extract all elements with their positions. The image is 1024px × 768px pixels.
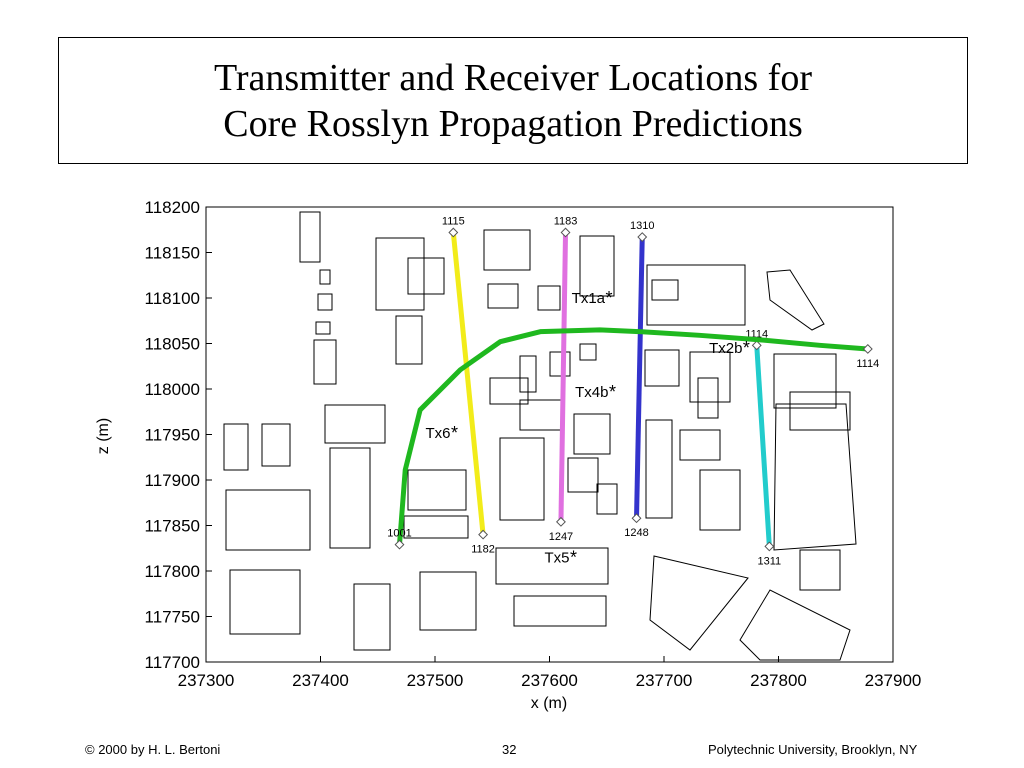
chart: x (m) z (m) 237300 237400 237500 237600 2377… xyxy=(95,198,922,712)
route-endpoint xyxy=(560,227,571,238)
y-tick-label: 117850 xyxy=(145,517,200,536)
route-label: 1247 xyxy=(549,531,573,543)
route-label: 1311 xyxy=(758,555,782,567)
footer-right: Polytechnic University, Brooklyn, NY xyxy=(708,742,918,757)
y-tick-label: 117800 xyxy=(145,562,200,581)
route-endpoint xyxy=(556,516,566,527)
y-tick-label: 118000 xyxy=(145,380,200,399)
route-endpoint xyxy=(448,227,459,238)
y-tick-label: 117950 xyxy=(145,426,200,445)
y-tick-label: 118200 xyxy=(145,198,200,217)
y-tick-label: 117750 xyxy=(145,608,200,627)
y-tick-label: 117900 xyxy=(145,471,200,490)
title-line: Core Rosslyn Propagation Predictions xyxy=(223,102,803,145)
x-tick-label: 237700 xyxy=(636,671,693,690)
route-label: 1114 xyxy=(856,358,879,370)
route-endpoint xyxy=(764,541,775,552)
transmitter-label: Tx5 xyxy=(545,549,570,566)
x-tick-label: 237600 xyxy=(521,671,578,690)
transmitter-label: Tx2b xyxy=(709,340,742,357)
x-tick-label: 237500 xyxy=(407,671,464,690)
y-tick-label: 118100 xyxy=(145,289,200,308)
y-tick-label: 118150 xyxy=(145,244,200,263)
plot-frame xyxy=(205,206,894,663)
footer-page: 32 xyxy=(502,742,517,757)
transmitter: * xyxy=(451,423,458,443)
transmitter-label: Tx1a xyxy=(572,290,606,307)
route-endpoint xyxy=(631,513,642,524)
route-endpoint xyxy=(751,340,762,351)
route-label: 1183 xyxy=(554,215,578,227)
route-label: 1310 xyxy=(630,220,654,232)
route xyxy=(450,232,486,535)
route-label: 1115 xyxy=(442,215,465,227)
route-endpoint xyxy=(637,232,648,242)
route-label: 1001 xyxy=(387,528,411,540)
y-tick-label: 118050 xyxy=(145,335,200,354)
transmitter: * xyxy=(743,338,750,358)
x-tick-label: 237900 xyxy=(865,671,922,690)
x-tick-label: 237400 xyxy=(292,671,349,690)
transmitter: * xyxy=(609,382,616,402)
route-endpoint xyxy=(862,344,873,354)
route-endpoint xyxy=(478,529,489,540)
transmitter-label: Tx4b xyxy=(575,384,608,401)
y-axis-label: z (m) xyxy=(95,418,112,454)
x-tick-label: 237300 xyxy=(178,671,235,690)
title-box: Transmitter and Receiver Locations for C… xyxy=(58,37,968,164)
route xyxy=(397,327,868,545)
route-label: 1248 xyxy=(624,527,648,539)
footer-left: © 2000 by H. L. Bertoni xyxy=(85,742,221,757)
buildings xyxy=(223,211,857,661)
transmitter: * xyxy=(606,288,613,308)
y-tick-label: 117700 xyxy=(145,653,200,672)
route xyxy=(634,236,645,519)
route-label: 1182 xyxy=(471,544,495,556)
transmitter-label: Tx6 xyxy=(425,425,450,442)
route-endpoint xyxy=(394,539,405,550)
transmitter: * xyxy=(570,547,577,567)
x-axis-label: x (m) xyxy=(531,695,567,712)
title-line: Transmitter and Receiver Locations for xyxy=(214,56,812,99)
route xyxy=(558,232,569,522)
route xyxy=(754,345,772,547)
x-tick-label: 237800 xyxy=(750,671,807,690)
